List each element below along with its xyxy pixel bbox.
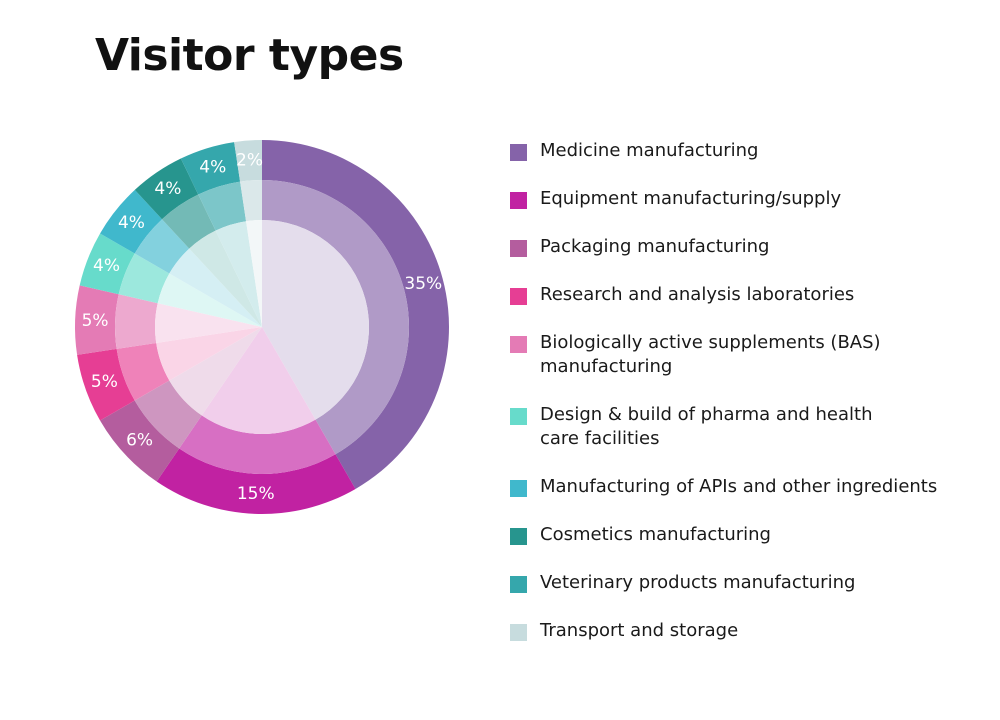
slice-middle-packaging-manufacturing — [134, 380, 202, 449]
slice-label-biologically-active-supplements-bas-manufacturing: 5% — [82, 311, 109, 331]
legend-label: Veterinary products manufacturing — [540, 572, 856, 593]
slice-middle-research-and-analysis-laboratories — [116, 342, 170, 401]
slice-inner-biologically-active-supplements-bas-manufacturing — [155, 303, 262, 343]
slice-middle-biologically-active-supplements-bas-manufacturing — [114, 294, 158, 349]
slice-inner-design-build-of-pharma-and-health-care-facilities — [157, 273, 262, 327]
inner-ring — [155, 220, 369, 434]
slice-inner-equipment-manufacturing-supply — [201, 327, 316, 434]
legend-swatch — [510, 336, 527, 353]
slice-label-manufacturing-of-apis-and-other-ingredients: 4% — [118, 213, 145, 233]
slice-inner-transport-and-storage — [246, 220, 262, 327]
slice-middle-medicine-manufacturing — [262, 180, 409, 455]
slice-middle-transport-and-storage — [240, 180, 262, 222]
slice-inner-packaging-manufacturing — [169, 327, 262, 416]
legend-swatch — [510, 288, 527, 305]
slice-outer-transport-and-storage — [234, 140, 262, 182]
legend-label: Biologically active supplements (BAS) ma… — [540, 332, 881, 377]
legend-swatch — [510, 144, 527, 161]
slice-label-cosmetics-manufacturing: 4% — [154, 179, 181, 199]
legend-swatch — [510, 192, 527, 209]
legend-swatch — [510, 408, 527, 425]
slice-outer-biologically-active-supplements-bas-manufacturing — [75, 285, 119, 355]
slice-middle-design-build-of-pharma-and-health-care-facilities — [118, 253, 170, 304]
slice-label-transport-and-storage: 2% — [236, 150, 263, 170]
legend-label: Equipment manufacturing/supply — [540, 188, 842, 209]
slice-label-medicine-manufacturing: 35% — [404, 274, 442, 294]
slice-label-equipment-manufacturing-supply: 15% — [237, 484, 275, 504]
slice-outer-veterinary-products-manufacturing — [180, 142, 241, 195]
slice-inner-veterinary-products-manufacturing — [215, 221, 262, 327]
legend-label: Packaging manufacturing — [540, 236, 770, 257]
slice-inner-manufacturing-of-apis-and-other-ingredients — [169, 248, 262, 327]
middle-ring — [114, 180, 409, 475]
slice-middle-manufacturing-of-apis-and-other-ingredients — [134, 219, 190, 274]
legend-label: Cosmetics manufacturing — [540, 524, 771, 545]
legend-label: Medicine manufacturing — [540, 140, 759, 161]
legend-swatch — [510, 240, 527, 257]
slice-outer-cosmetics-manufacturing — [134, 158, 199, 220]
slice-label-research-and-analysis-laboratories: 5% — [91, 372, 118, 392]
legend-swatch — [510, 480, 527, 497]
legend-label: Research and analysis laboratories — [540, 284, 855, 305]
slice-middle-equipment-manufacturing-supply — [179, 415, 336, 475]
slice-inner-cosmetics-manufacturing — [189, 230, 262, 327]
legend-swatch — [510, 576, 527, 593]
slice-label-veterinary-products-manufacturing: 4% — [199, 157, 226, 177]
slice-inner-research-and-analysis-laboratories — [156, 327, 262, 381]
chart-title: Visitor types — [95, 30, 404, 81]
slice-outer-medicine-manufacturing — [262, 140, 449, 489]
slice-outer-design-build-of-pharma-and-health-care-facilities — [79, 233, 135, 295]
slice-outer-research-and-analysis-laboratories — [77, 348, 135, 421]
slice-outer-equipment-manufacturing-supply — [156, 448, 356, 514]
slice-outer-manufacturing-of-apis-and-other-ingredients — [100, 189, 163, 254]
legend-swatch — [510, 624, 527, 641]
slice-middle-cosmetics-manufacturing — [162, 194, 216, 249]
legend-label: Design & build of pharma and health care… — [540, 404, 873, 449]
slice-outer-packaging-manufacturing — [100, 400, 180, 482]
slice-labels: 35% 15% 6% 5% 5% 4% 4% 4% 4% 2% — [82, 150, 443, 503]
slice-label-packaging-manufacturing: 6% — [126, 431, 153, 451]
outer-ring — [75, 140, 449, 514]
slice-label-design-build-of-pharma-and-health-care-facilities: 4% — [93, 256, 120, 276]
slice-inner-medicine-manufacturing — [262, 220, 369, 420]
legend-label: Transport and storage — [540, 620, 739, 641]
legend-label: Manufacturing of APIs and other ingredie… — [540, 476, 938, 497]
slice-middle-veterinary-products-manufacturing — [198, 181, 247, 231]
legend-swatch — [510, 528, 527, 545]
